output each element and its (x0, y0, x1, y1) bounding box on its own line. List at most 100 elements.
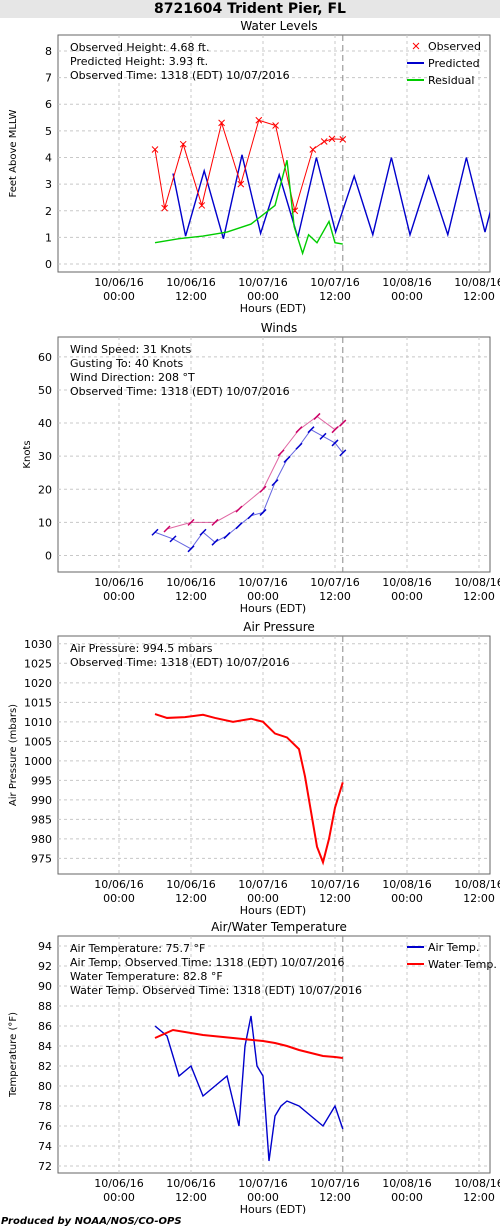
info-text: Air Pressure: 994.5 mbars (70, 642, 213, 655)
y-tick-label: 2 (45, 205, 52, 218)
observed-marker (151, 146, 159, 153)
y-tick-label: 20 (38, 483, 52, 496)
series-line (154, 429, 344, 550)
legend-label: Observed (428, 40, 481, 53)
series-line (154, 1015, 344, 1162)
y-tick-label: 50 (38, 384, 52, 397)
y-tick-label: 72 (38, 1160, 52, 1173)
x-tick-label: 10/07/16 (310, 878, 359, 891)
observed-marker (309, 146, 317, 153)
x-tick-label: 10/06/16 (94, 276, 143, 289)
x-tick-label: 00:00 (391, 590, 423, 603)
series-line (154, 1028, 343, 1059)
x-tick-label: 10/08/16 (454, 878, 500, 891)
x-tick-label: 00:00 (391, 290, 423, 303)
y-tick-label: 88 (38, 1000, 52, 1013)
y-tick-label: 82 (38, 1060, 52, 1073)
page-title: 8721604 Trident Pier, FL (0, 0, 500, 18)
x-tick-label: 10/08/16 (382, 1177, 431, 1190)
x-tick-label: 00:00 (247, 1191, 279, 1204)
info-text: Wind Speed: 31 Knots (70, 343, 192, 356)
x-tick-label: 00:00 (103, 590, 135, 603)
x-tick-label: 10/07/16 (310, 576, 359, 589)
y-tick-label: 1 (45, 231, 52, 244)
series-line (166, 415, 344, 530)
x-tick-label: 10/08/16 (382, 276, 431, 289)
x-tick-label: 12:00 (175, 590, 207, 603)
observed-marker (339, 136, 347, 143)
y-tick-label: 94 (38, 940, 52, 953)
x-tick-label: 00:00 (247, 892, 279, 905)
x-tick-label: 10/06/16 (166, 576, 215, 589)
y-tick-label: 1020 (24, 677, 52, 690)
x-tick-label: 10/08/16 (454, 276, 500, 289)
x-tick-label: 12:00 (319, 290, 351, 303)
y-tick-label: 80 (38, 1080, 52, 1093)
y-tick-label: 3 (45, 178, 52, 191)
x-tick-label: 10/06/16 (166, 276, 215, 289)
x-tick-label: 10/06/16 (166, 878, 215, 891)
x-tick-label: 10/07/16 (238, 878, 287, 891)
chart-title: Winds (261, 321, 297, 335)
x-tick-label: 10/06/16 (94, 1177, 143, 1190)
y-tick-label: 8 (45, 45, 52, 58)
plot-frame (57, 635, 491, 875)
info-text: Water Temperature: 82.8 °F (70, 970, 223, 983)
observed-marker (161, 204, 168, 212)
chart-title: Air/Water Temperature (211, 920, 347, 934)
x-axis-label: Hours (EDT) (240, 302, 306, 315)
y-tick-label: 1025 (24, 657, 52, 670)
x-axis-label: Hours (EDT) (240, 904, 306, 917)
x-tick-label: 12:00 (463, 1191, 495, 1204)
info-text: Observed Time: 1318 (EDT) 10/07/2016 (70, 69, 290, 82)
y-tick-label: 40 (38, 417, 52, 430)
info-text: Gusting To: 40 Knots (70, 357, 184, 370)
y-tick-label: 1000 (24, 755, 52, 768)
series-group (154, 713, 344, 866)
chart-title: Air Pressure (243, 620, 315, 634)
y-tick-label: 74 (38, 1140, 52, 1153)
x-tick-label: 10/08/16 (382, 576, 431, 589)
x-tick-label: 00:00 (391, 892, 423, 905)
y-axis-label: Temperature (°F) (8, 1012, 19, 1098)
plot-frame (57, 935, 491, 1174)
info-text: Observed Time: 1318 (EDT) 10/07/2016 (70, 656, 290, 669)
footer-credit: Produced by NOAA/NOS/CO-OPS (1, 1216, 182, 1227)
y-tick-label: 90 (38, 980, 52, 993)
y-tick-label: 86 (38, 1020, 52, 1033)
chart-panel-2: Air Pressure 975 980 985 990 995 1000 1005 1010 1… (8, 620, 500, 917)
y-tick-label: 1010 (24, 716, 52, 729)
x-tick-label: 00:00 (103, 290, 135, 303)
legend-label: Water Temp. (428, 958, 497, 971)
series-group (151, 412, 347, 553)
x-tick-label: 10/08/16 (454, 576, 500, 589)
y-tick-label: 985 (31, 813, 52, 826)
observed-marker (328, 135, 336, 143)
y-tick-label: 1005 (24, 735, 52, 748)
chart-panel-3: Air/Water Temperature 72 74 76 78 80 82 84 86 88 9… (8, 920, 500, 1214)
x-tick-label: 12:00 (463, 590, 495, 603)
info-text: Observed Height: 4.68 ft. (70, 41, 209, 54)
observed-marker (218, 119, 225, 127)
x-tick-label: 10/06/16 (166, 1177, 215, 1190)
observed-marker (179, 140, 187, 148)
legend-label: Air Temp. (428, 941, 479, 954)
plot-frame (57, 336, 491, 573)
observed-marker (255, 116, 263, 124)
x-tick-label: 12:00 (175, 892, 207, 905)
info-text: Air Temp. Observed Time: 1318 (EDT) 10/0… (70, 956, 345, 969)
y-tick-label: 76 (38, 1120, 52, 1133)
y-tick-label: 980 (31, 833, 52, 846)
observed-marker (320, 138, 328, 145)
y-tick-label: 995 (31, 774, 52, 787)
x-tick-label: 10/08/16 (382, 878, 431, 891)
y-tick-label: 60 (38, 351, 52, 364)
y-tick-label: 92 (38, 960, 52, 973)
y-tick-label: 5 (45, 125, 52, 138)
info-text: Predicted Height: 3.93 ft. (70, 55, 208, 68)
y-tick-label: 30 (38, 450, 52, 463)
series-line (172, 154, 490, 241)
y-tick-label: 6 (45, 98, 52, 111)
x-tick-label: 12:00 (319, 590, 351, 603)
info-text: Wind Direction: 208 °T (70, 371, 195, 384)
